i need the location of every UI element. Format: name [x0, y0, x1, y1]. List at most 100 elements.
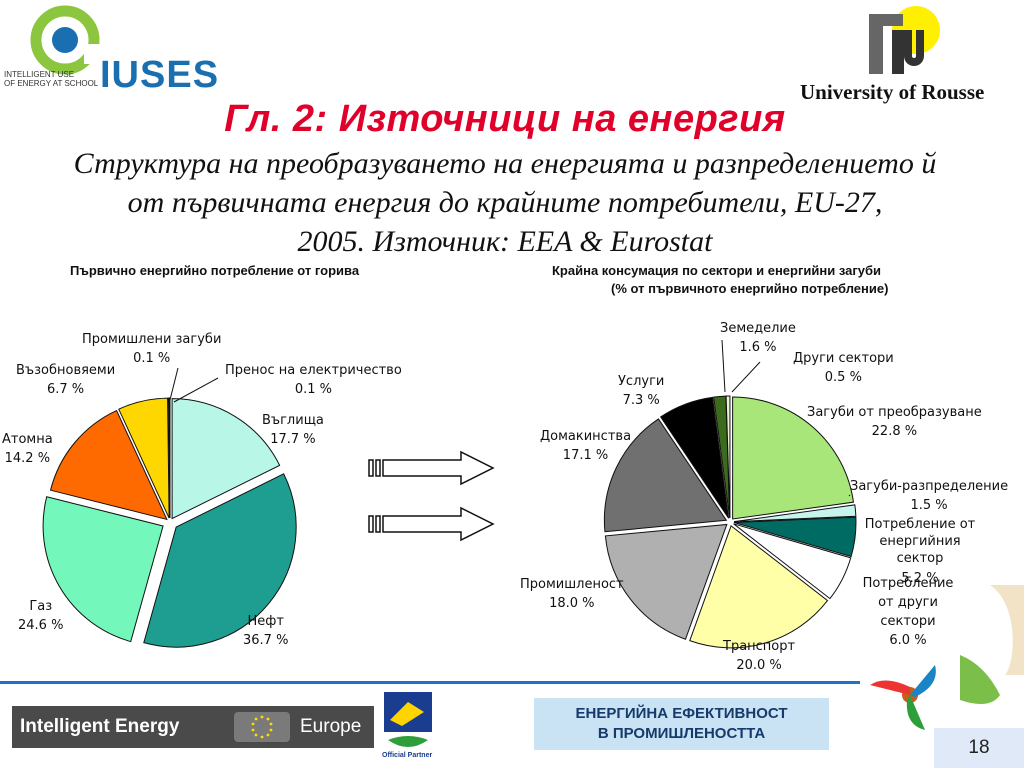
right-chart-subtitle: (% от първичното енергийно потребление): [611, 281, 889, 296]
slice-name: Атомна: [2, 432, 53, 447]
label-coal: Въглища 17.7 %: [262, 411, 324, 449]
university-emblem: [869, 6, 940, 74]
university-logo: [862, 2, 942, 82]
slice-name: Транспорт: [723, 639, 796, 654]
windmill-decoration-icon: [870, 585, 1024, 730]
subtitle-line-3: 2005. Източник: EEA & Eurostat: [297, 225, 713, 258]
badge-line-2: В ПРОМИШЛЕНОСТТА: [597, 725, 766, 742]
slice-value: 24.6 %: [18, 618, 64, 633]
label-transport: Транспорт 20.0 %: [723, 637, 795, 675]
label-agriculture: Земеделие 1.6 %: [720, 319, 796, 357]
slice-name: Промишлени загуби: [82, 332, 222, 347]
badge-line-1: ЕНЕРГИЙНА ЕФЕКТИВНОСТ: [575, 705, 788, 722]
logo-text: IUSES: [100, 54, 220, 96]
label-gas: Газ 24.6 %: [18, 597, 63, 635]
slice-name: Други сектори: [793, 351, 894, 366]
slide-subtitle: Структура на преобразуването на енергият…: [0, 144, 1010, 261]
eu-flag-icon: [234, 712, 290, 742]
pie-slice-0: [171, 398, 281, 520]
slice-value: 1.6 %: [739, 340, 777, 355]
pie-slice-6: [603, 418, 728, 533]
pie-slice-7: [659, 396, 730, 519]
pie-slice-9: [725, 395, 731, 519]
left-pie-chart: [42, 367, 297, 648]
slice-value: 17.7 %: [270, 432, 316, 447]
pie-slice-0: [732, 396, 855, 520]
partner-emblem-icon: [384, 692, 432, 747]
slice-name: Услуги: [618, 374, 665, 389]
subtitle-line-2: от първичната енергия до крайните потреб…: [127, 186, 883, 219]
label-nuclear: Атомна 14.2 %: [2, 430, 53, 468]
slice-name: Промишленост: [520, 577, 624, 592]
label-industry: Промишленост 18.0 %: [520, 575, 624, 613]
arrow-icon: [368, 450, 495, 486]
page-number: 18: [934, 728, 1024, 768]
slice-name: Загуби-разпределение: [850, 479, 1009, 494]
slice-name: Нефт: [247, 614, 284, 629]
topic-badge: ЕНЕРГИЙНА ЕФЕКТИВНОСТ В ПРОМИШЛЕНОСТТА: [534, 698, 829, 750]
slice-name: Потребление от енергийния сектор: [864, 517, 976, 566]
slice-value: 6.0 %: [889, 633, 927, 648]
iuses-logo: INTELLIGENT USE OF ENERGY AT SCHOOL IUSE…: [0, 0, 230, 100]
university-name: University of Rousse: [800, 80, 985, 104]
slice-name: Въглища: [262, 413, 324, 428]
slice-name: Домакинства: [540, 429, 632, 444]
right-chart-title: Крайна консумация по сектори и енергийни…: [552, 263, 882, 278]
slice-value: 5.2 %: [901, 571, 939, 586]
pie-slice-2: [42, 496, 164, 643]
slice-name: Газ: [29, 599, 53, 614]
slice-value: 20.0 %: [736, 658, 782, 673]
label-electricity-transmission: Пренос на електричество 0.1 %: [225, 361, 402, 399]
pie-slice-1: [143, 473, 297, 648]
slice-value: 7.3 %: [622, 393, 660, 408]
ie-left-text: Intelligent Energy: [20, 716, 180, 737]
ie-right-text: Europe: [300, 716, 362, 737]
right-pie-chart: [603, 339, 857, 649]
pie-slice-3: [733, 523, 852, 600]
label-distribution-losses: Загуби-разпределение 1.5 %: [850, 477, 1008, 515]
label-conversion-losses: Загуби от преобразуване 22.8 %: [807, 403, 982, 441]
label-energy-sector: Потребление от енергийния сектор 5.2 %: [855, 516, 985, 587]
label-households: Домакинства 17.1 %: [540, 427, 631, 465]
slice-value: 6.7 %: [47, 382, 85, 397]
left-chart-title: Първично енергийно потребление от горива: [70, 263, 360, 278]
flow-arrows: [368, 450, 495, 542]
leader-line-agriculture: [721, 339, 726, 393]
slice-value: 18.0 %: [549, 596, 595, 611]
official-partner-logo: Official Partner: [378, 690, 438, 768]
leader-line-industrial-losses: [169, 367, 179, 401]
label-industrial-losses: Промишлени загуби 0.1 %: [82, 330, 221, 368]
slice-name: Потребление от други сектори: [862, 576, 954, 629]
pie-slice-1: [733, 504, 857, 523]
leader-line-electricity: [173, 377, 219, 403]
pie-slice-4: [118, 397, 170, 519]
official-partner-text: Official Partner: [382, 752, 433, 759]
subtitle-line-1: Структура на преобразуването на енергият…: [73, 147, 937, 180]
slice-name: Пренос на електричество: [225, 363, 402, 378]
arrow-icon: [368, 506, 495, 542]
label-other-sectors: Други сектори 0.5 %: [793, 349, 894, 387]
slice-value: 1.5 %: [910, 498, 948, 513]
label-oil: Нефт 36.7 %: [243, 612, 288, 650]
leader-line-distribution: [848, 494, 851, 497]
iuses-logo-mark: [30, 5, 102, 75]
slice-value: 17.1 %: [562, 448, 609, 463]
slice-value: 0.5 %: [824, 370, 862, 385]
logo-tagline-1: INTELLIGENT USE: [4, 70, 75, 79]
pie-slice-3: [49, 409, 168, 521]
label-services: Услуги 7.3 %: [618, 372, 664, 410]
label-renewables: Възобновяеми 6.7 %: [16, 361, 115, 399]
pie-slice-2: [733, 516, 857, 558]
pie-slice-5: [604, 523, 728, 640]
slice-value: 36.7 %: [243, 633, 289, 648]
slice-value: 14.2 %: [4, 451, 51, 466]
slice-name: Възобновяеми: [16, 363, 116, 378]
slide-title: Гл. 2: Източници на енергия: [224, 98, 786, 140]
logo-tagline-2: OF ENERGY AT SCHOOL: [4, 79, 99, 88]
slice-name: Загуби от преобразуване: [807, 405, 982, 420]
slice-value: 22.8 %: [871, 424, 918, 439]
slice-value: 0.1 %: [133, 351, 171, 366]
slice-name: Земеделие: [720, 321, 796, 336]
intelligent-energy-europe-banner: Intelligent Energy Europe: [12, 706, 374, 748]
footer-divider: [0, 681, 860, 684]
